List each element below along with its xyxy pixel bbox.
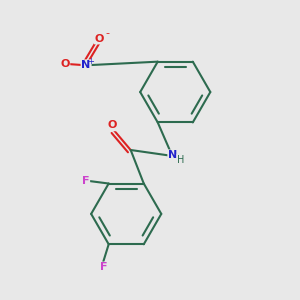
Text: -: - — [106, 28, 110, 38]
Text: +: + — [87, 57, 94, 66]
Text: N: N — [168, 150, 178, 160]
Text: O: O — [95, 34, 104, 44]
Text: O: O — [60, 59, 69, 69]
Text: F: F — [82, 176, 89, 186]
Text: H: H — [177, 154, 184, 164]
Text: F: F — [100, 262, 107, 272]
Text: N: N — [82, 60, 91, 70]
Text: O: O — [107, 120, 117, 130]
